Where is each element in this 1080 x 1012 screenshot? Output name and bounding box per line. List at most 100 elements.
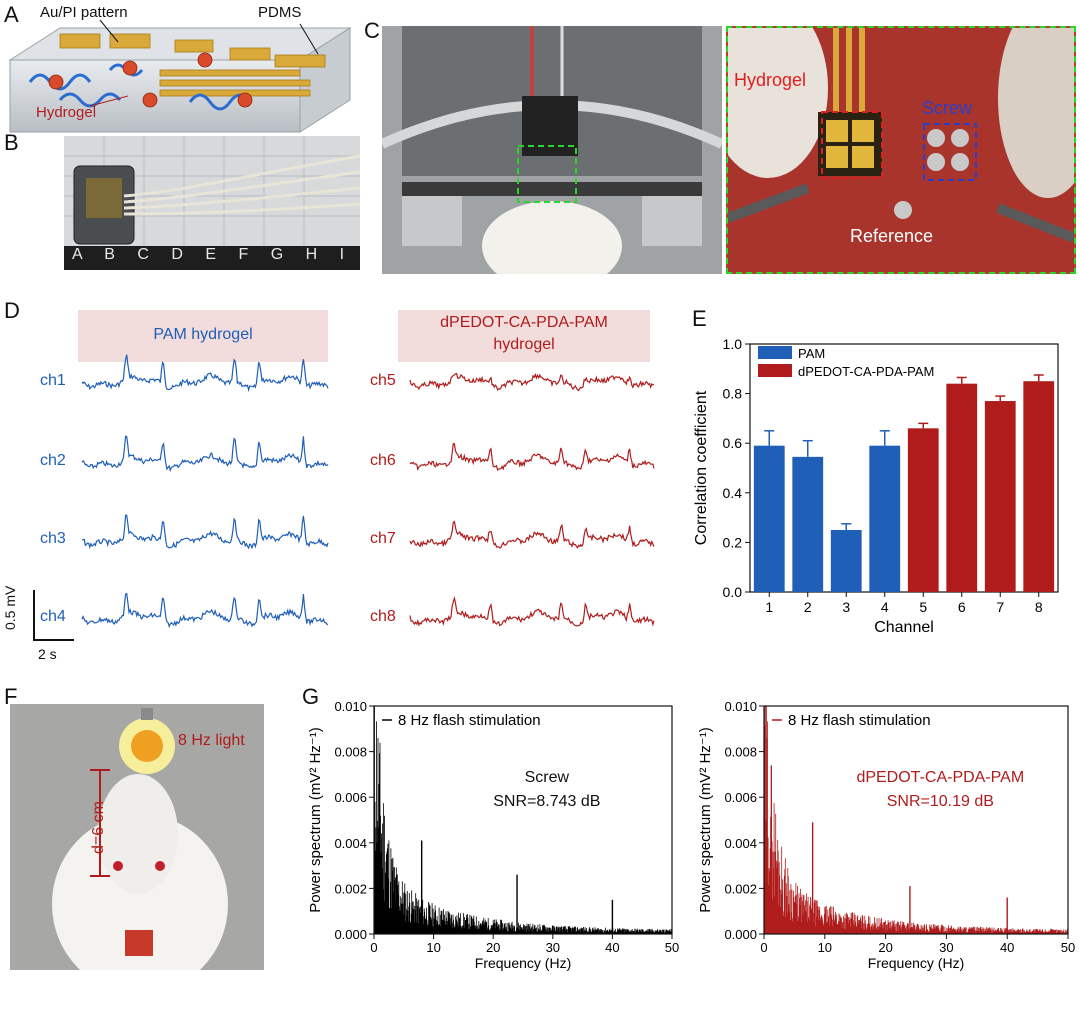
y-tick-label: 1.0: [723, 336, 743, 352]
x-axis-label: Frequency (Hz): [868, 955, 964, 971]
distance-label: d=6 cm: [90, 801, 107, 854]
bar: [792, 456, 824, 592]
y-tick-label: 0.010: [334, 699, 367, 714]
y-tick-label: 0.010: [724, 699, 757, 714]
x-axis-label: Channel: [874, 619, 934, 636]
eeg-scale-bar: [33, 590, 74, 641]
x-tick-label: 10: [818, 940, 832, 955]
x-tick-label: 20: [486, 940, 500, 955]
x-tick-label: 8: [1035, 599, 1043, 615]
y-tick-label: 0.006: [334, 790, 367, 805]
x-tick-label: 30: [546, 940, 560, 955]
spectrum-trace: [763, 706, 1069, 934]
panel-letter-c: C: [364, 18, 380, 43]
legend-swatch: [758, 346, 792, 359]
y-tick-label: 0.002: [724, 881, 757, 896]
label-reference: Reference: [850, 226, 934, 246]
panel-letter-d: D: [4, 298, 20, 323]
x-tick-label: 3: [842, 599, 850, 615]
y-tick-label: 0.000: [724, 927, 757, 942]
dpedot-trace-ch6: [409, 442, 655, 472]
light-label: 8 Hz light: [178, 732, 245, 749]
annotation-snr: SNR=8.743 dB: [493, 793, 600, 810]
dpedot-header-box: [398, 310, 650, 362]
ch2-label: ch2: [40, 452, 66, 469]
y-tick-label: 0.8: [723, 386, 743, 402]
surgery-setup-photo: [382, 26, 722, 274]
bar: [946, 383, 978, 592]
ch3-label: ch3: [40, 530, 66, 547]
bar: [830, 530, 862, 592]
ch7-label: ch7: [370, 530, 396, 547]
pam-trace-ch2: [81, 435, 329, 473]
panel-letter-a: A: [4, 2, 19, 27]
dpedot-trace-ch8: [409, 596, 655, 627]
annotation-title: dPEDOT-CA-PDA-PAM: [856, 769, 1024, 786]
ch1-label: ch1: [40, 372, 66, 389]
annotation-snr: SNR=10.19 dB: [887, 793, 994, 810]
pam-trace-ch1: [81, 354, 329, 393]
y-tick-label: 0.6: [723, 435, 743, 451]
pam-header-box: [78, 310, 328, 362]
label-au-pi-pattern: Au/PI pattern: [40, 4, 128, 21]
legend-label: PAM: [798, 346, 825, 361]
x-tick-label: 50: [665, 940, 679, 955]
y-tick-label: 0.000: [334, 927, 367, 942]
ruler-letters: A B C D E F G H I: [72, 246, 354, 263]
x-tick-label: 7: [996, 599, 1004, 615]
legend-label: 8 Hz flash stimulation: [398, 712, 541, 729]
plot-frame: [373, 705, 673, 935]
legend-label: 8 Hz flash stimulation: [788, 712, 931, 729]
x-tick-label: 4: [881, 599, 889, 615]
correlation-bar-chart: 0.0 0.2 0.4 0.6 0.8 1.0 1 2 3 4 5 6 7 8 PAM dPEDOT-CA-P…: [693, 336, 1059, 636]
bar: [907, 428, 939, 592]
scale-time: 2 s: [38, 646, 57, 662]
surgery-zoom-photo: Hydrogel Screw Reference: [726, 26, 1076, 274]
ch5-label: ch5: [370, 372, 396, 389]
bar: [1023, 381, 1055, 592]
ch6-label: ch6: [370, 452, 396, 469]
x-tick-label: 0: [760, 940, 767, 955]
y-axis-label: Correlation coefficient: [693, 390, 710, 545]
plot-frame: [763, 705, 1069, 935]
pam-header: PAM hydrogel: [153, 326, 253, 343]
panel-letter-b: B: [4, 130, 19, 155]
pam-trace-ch3: [81, 514, 329, 550]
x-tick-label: 2: [804, 599, 812, 615]
label-hydrogel: Hydrogel: [36, 104, 97, 121]
panel-letter-g: G: [302, 684, 320, 709]
panel-letter-e: E: [692, 306, 707, 331]
y-tick-label: 0.008: [334, 745, 367, 760]
dpedot-header-line2: hydrogel: [493, 336, 555, 353]
x-tick-label: 6: [958, 599, 966, 615]
y-axis-label: Power spectrum (mV² Hz⁻¹): [307, 727, 324, 912]
x-tick-label: 40: [605, 940, 619, 955]
legend-swatch: [758, 364, 792, 377]
x-tick-label: 50: [1061, 940, 1075, 955]
x-tick-label: 10: [426, 940, 440, 955]
legend-label: dPEDOT-CA-PDA-PAM: [798, 364, 934, 379]
bar: [984, 401, 1016, 592]
rat-light-photo: 8 Hz light d=6 cm: [10, 704, 264, 970]
device-schematic: Au/PI pattern PDMS Hydrogel: [0, 0, 370, 140]
x-tick-label: 40: [1000, 940, 1014, 955]
y-tick-label: 0.004: [334, 836, 367, 851]
y-tick-label: 0.4: [723, 485, 743, 501]
bar: [753, 445, 785, 592]
bar: [869, 445, 901, 592]
dpedot-header-line1: dPEDOT-CA-PDA-PAM: [440, 314, 608, 331]
y-tick-label: 0.0: [723, 584, 743, 600]
y-tick-label: 0.008: [724, 745, 757, 760]
spectrum-dpedot: 0.000 0.002 0.004 0.006 0.008 0.010 0 10 20 30 40 5…: [697, 699, 1075, 971]
device-photo: A B C D E F G H I: [64, 136, 360, 270]
dpedot-trace-ch5: [409, 372, 655, 392]
plot-frame: [749, 343, 1059, 593]
spectrum-screw: 0.000 0.002 0.004 0.006 0.008 0.010 0 10 20 30 40 5…: [307, 699, 679, 971]
pam-trace-ch4: [81, 592, 329, 629]
spectrum-trace: [373, 706, 673, 934]
y-axis-label: Power spectrum (mV² Hz⁻¹): [697, 727, 714, 912]
dpedot-trace-ch7: [409, 520, 655, 549]
y-tick-label: 0.006: [724, 790, 757, 805]
y-tick-label: 0.004: [724, 836, 757, 851]
scale-voltage: 0.5 mV: [2, 585, 18, 630]
